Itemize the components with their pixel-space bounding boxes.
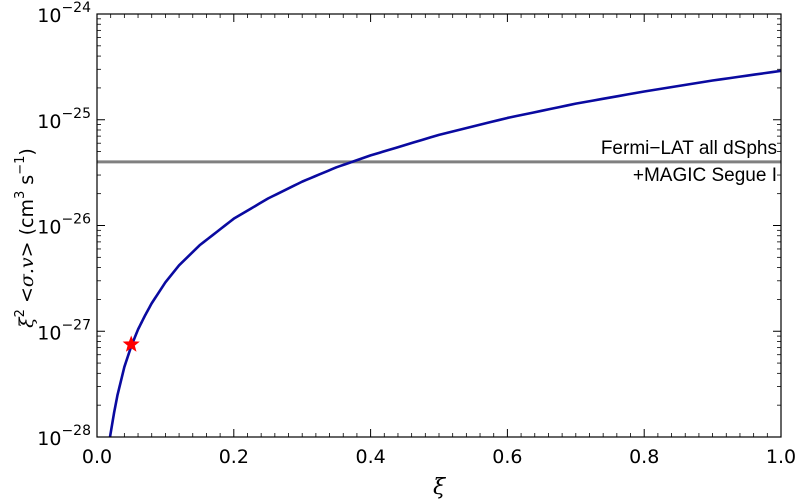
y-label-sigma: σ	[16, 273, 38, 287]
y-label-dot-v: .v	[16, 257, 38, 274]
y-tick-base: 10	[37, 428, 61, 450]
plot-frame	[96, 13, 782, 438]
x-tick-label: 0.6	[492, 446, 522, 468]
y-label-unit-cm: > (cm	[16, 199, 38, 257]
y-tick-exp: −24	[61, 0, 91, 16]
major-ticks	[96, 13, 782, 438]
reference-line-label: +MAGIC Segue I	[633, 165, 777, 186]
reference-line-label: Fermi−LAT all dSphs	[601, 138, 777, 159]
y-tick-exp: −26	[61, 212, 91, 228]
x-tick-label: 0.0	[82, 446, 112, 468]
y-tick-exp: −25	[61, 106, 91, 122]
y-tick-base: 10	[37, 217, 61, 239]
y-tick-label: 10−26	[37, 212, 91, 239]
x-axis-label: ξ	[433, 475, 447, 500]
y-label-cm-sup: 3	[13, 191, 28, 199]
marker-layer	[122, 335, 140, 352]
y-tick-base: 10	[37, 5, 61, 27]
y-label-open: <	[16, 287, 38, 309]
y-tick-base: 10	[37, 111, 61, 133]
y-tick-label: 10−28	[37, 423, 91, 450]
x-tick-label: 0.8	[629, 446, 659, 468]
y-label-xi-sup: 2	[13, 309, 28, 317]
x-tick-label: 1.0	[766, 446, 796, 468]
y-label-close: )	[16, 148, 38, 155]
y-axis-label: ξ2 <σ.v> (cm3 s−1)	[13, 148, 38, 328]
y-tick-base: 10	[37, 322, 61, 344]
annotations: Fermi−LAT all dSphs +MAGIC Segue I	[601, 138, 777, 186]
x-tick-labels: 0.0 0.2 0.4 0.6 0.8 1.0	[82, 446, 796, 468]
x-tick-label: 0.4	[355, 446, 385, 468]
star-marker	[122, 335, 140, 352]
y-label-xi: ξ	[16, 316, 38, 328]
y-tick-label: 10−24	[37, 0, 91, 27]
y-tick-label: 10−25	[37, 106, 91, 133]
series-layer	[108, 69, 782, 438]
series-line	[108, 69, 782, 438]
y-tick-exp: −28	[61, 423, 91, 439]
y-tick-exp: −27	[61, 317, 91, 333]
x-tick-label: 0.2	[219, 446, 249, 468]
y-tick-label: 10−27	[37, 317, 91, 344]
y-label-unit-s: s	[16, 175, 38, 191]
minor-ticks	[97, 14, 781, 437]
y-label-s-sup: −1	[13, 156, 28, 175]
